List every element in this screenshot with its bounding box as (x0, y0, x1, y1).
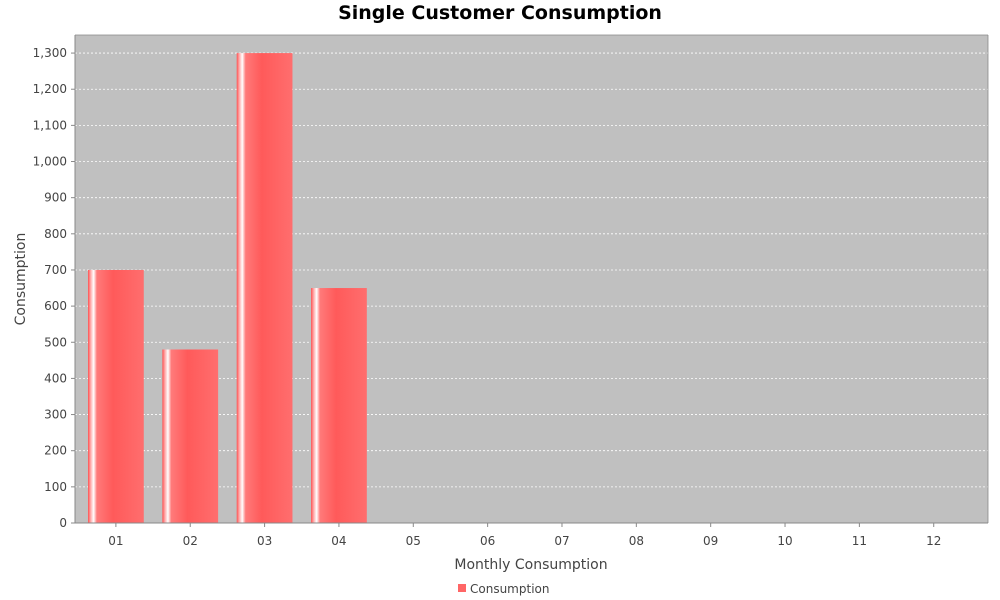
bars (88, 53, 367, 524)
y-tick-label: 500 (44, 335, 67, 349)
bar (311, 288, 367, 523)
x-tick-label: 12 (926, 534, 941, 548)
x-tick-label: 02 (183, 534, 198, 548)
y-tick-label: 1,200 (33, 82, 67, 96)
x-tick-label: 06 (480, 534, 495, 548)
y-axis-ticks: 0 100 200 300 400 500 600 700 800 900 1,000 1,100 1,… (33, 46, 75, 530)
y-tick-label: 100 (44, 480, 67, 494)
x-tick-label: 03 (257, 534, 272, 548)
y-tick-label: 0 (59, 516, 67, 530)
x-tick-label: 04 (331, 534, 346, 548)
x-axis-ticks: 01 02 03 04 05 06 07 08 09 10 11 12 (108, 523, 941, 548)
y-tick-label: 600 (44, 299, 67, 313)
bar (162, 349, 219, 523)
y-tick-label: 900 (44, 191, 67, 205)
x-tick-label: 10 (777, 534, 792, 548)
chart-title: Single Customer Consumption (338, 2, 662, 24)
x-tick-label: 05 (406, 534, 421, 548)
x-tick-label: 08 (629, 534, 644, 548)
y-tick-label: 700 (44, 263, 67, 277)
x-tick-label: 11 (852, 534, 867, 548)
bar (88, 269, 144, 523)
y-axis-title: Consumption (13, 233, 29, 326)
gridlines (75, 52, 988, 488)
legend: Consumption (458, 582, 549, 596)
y-tick-label: 1,000 (33, 155, 67, 169)
x-tick-label: 01 (108, 534, 123, 548)
x-axis-title: Monthly Consumption (454, 557, 607, 573)
axes (74, 34, 989, 524)
bar (236, 53, 293, 524)
legend-swatch (458, 584, 466, 592)
plot-area (75, 35, 988, 523)
y-tick-label: 300 (44, 408, 67, 422)
x-tick-label: 07 (554, 534, 569, 548)
x-tick-label: 09 (703, 534, 718, 548)
y-tick-label: 800 (44, 227, 67, 241)
y-tick-label: 1,100 (33, 118, 67, 132)
y-tick-label: 400 (44, 371, 67, 385)
y-tick-label: 200 (44, 444, 67, 458)
legend-label: Consumption (470, 582, 549, 596)
y-tick-label: 1,300 (33, 46, 67, 60)
